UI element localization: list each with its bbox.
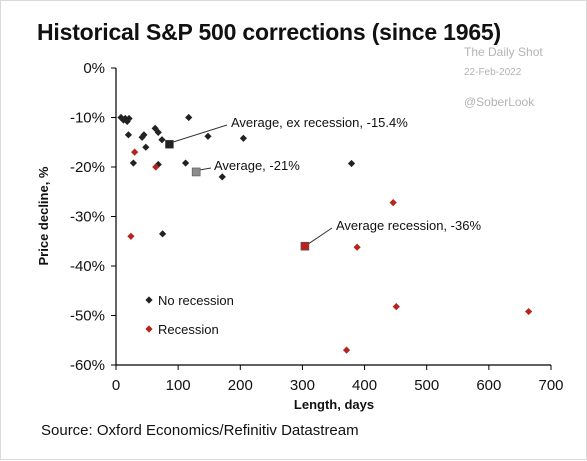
no-recession-point xyxy=(218,173,226,181)
no-recession-point xyxy=(129,159,137,167)
recession-legend-label: Recession xyxy=(158,322,219,337)
average-ex-recession-leader xyxy=(172,124,228,143)
average-recession-leader xyxy=(307,227,333,245)
x-tick-label: 0 xyxy=(112,377,120,394)
y-tick-label: -40% xyxy=(70,258,105,275)
recession-point xyxy=(389,199,397,207)
no-recession-point xyxy=(124,131,133,139)
average-ex-recession-label: Average, ex recession, -15.4% xyxy=(231,115,408,130)
average-ex-recession-marker xyxy=(165,139,174,149)
no-recession-point xyxy=(185,113,193,122)
no-recession-point xyxy=(159,230,167,238)
x-tick-label: 300 xyxy=(290,377,315,394)
data-points xyxy=(117,113,533,354)
recession-point xyxy=(392,302,400,311)
source-note: Source: Oxford Economics/Refinitiv Datas… xyxy=(41,422,359,439)
no-recession-legend-marker xyxy=(145,296,153,304)
no-recession-legend-label: No recession xyxy=(158,293,234,308)
recession-point xyxy=(127,232,135,240)
y-tick-label: -10% xyxy=(70,110,105,127)
x-tick-label: 700 xyxy=(538,377,563,394)
recession-point xyxy=(152,163,160,171)
chart-title: Historical S&P 500 corrections (since 19… xyxy=(37,19,501,45)
x-axis-title: Length, days xyxy=(294,397,374,412)
watermark-handle: @SoberLook xyxy=(464,95,535,109)
no-recession-point xyxy=(125,114,133,123)
tick-labels: 0% -10% -20% -30% -40% -50% -60% 0 100 200 300 400 5… xyxy=(70,60,564,394)
average-all-leader xyxy=(199,167,212,171)
legend: No recession Recession xyxy=(145,293,234,337)
x-tick-label: 500 xyxy=(414,377,439,394)
no-recession-point xyxy=(204,132,212,140)
no-recession-point xyxy=(239,134,247,142)
y-tick-label: -30% xyxy=(70,209,105,226)
x-tick-label: 600 xyxy=(476,377,501,394)
average-all-marker xyxy=(191,167,201,177)
no-recession-point xyxy=(154,128,162,136)
axes xyxy=(111,67,552,370)
recession-point xyxy=(353,243,361,251)
average-markers: Average, ex recession, -15.4% Average, -2… xyxy=(165,115,481,251)
recession-legend-marker xyxy=(145,325,153,333)
watermark-date: 22-Feb-2022 xyxy=(464,67,522,78)
no-recession-point xyxy=(182,159,190,167)
y-tick-label: -50% xyxy=(70,308,105,325)
average-recession-label: Average recession, -36% xyxy=(336,218,481,233)
no-recession-point xyxy=(142,143,150,151)
x-tick-label: 400 xyxy=(352,377,377,394)
watermark-brand: The Daily Shot xyxy=(464,45,543,59)
average-recession-marker xyxy=(300,241,310,251)
no-recession-point xyxy=(347,159,356,168)
no-recession-point xyxy=(158,136,166,144)
y-tick-label: -20% xyxy=(70,159,105,176)
recession-point xyxy=(525,307,533,316)
average-all-label: Average, -21% xyxy=(214,158,300,173)
recession-point xyxy=(131,148,139,156)
y-axis-title: Price decline, % xyxy=(36,166,51,265)
y-tick-label: 0% xyxy=(83,60,105,77)
y-tick-label: -60% xyxy=(70,357,105,374)
x-tick-label: 200 xyxy=(228,377,253,394)
no-recession-point xyxy=(140,131,148,139)
recession-point xyxy=(342,346,351,354)
x-tick-label: 100 xyxy=(166,377,191,394)
